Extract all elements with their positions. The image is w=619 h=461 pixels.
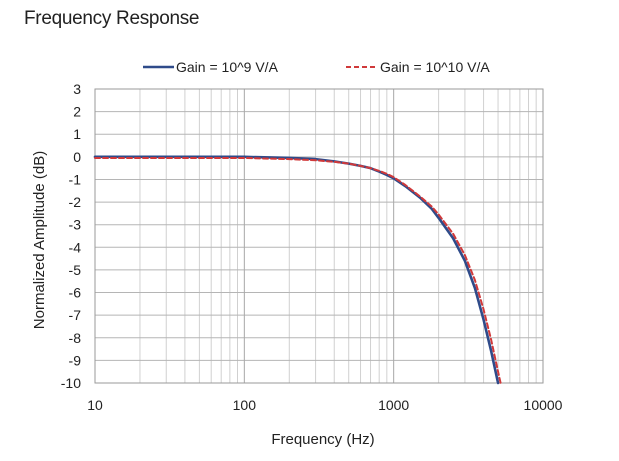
y-tick-label: 0 bbox=[73, 149, 81, 165]
x-tick-label: 100 bbox=[233, 397, 257, 413]
y-tick-label: 3 bbox=[73, 81, 81, 97]
major-grid bbox=[94, 88, 544, 384]
legend-label-2: Gain = 10^10 V/A bbox=[380, 59, 490, 75]
y-tick-label: 2 bbox=[73, 104, 81, 120]
y-tick-label: -8 bbox=[69, 330, 82, 346]
series-line-1 bbox=[93, 155, 500, 385]
page-title: Frequency Response bbox=[24, 8, 200, 29]
y-tick-label: -7 bbox=[69, 307, 82, 323]
legend-label-1: Gain = 10^9 V/A bbox=[176, 59, 279, 75]
x-tick-labels: 10 100 1000 10000 bbox=[87, 397, 562, 413]
x-tick-label: 10000 bbox=[524, 397, 563, 413]
series-line-2 bbox=[94, 156, 502, 384]
y-tick-label: -9 bbox=[69, 352, 82, 368]
x-tick-label: 10 bbox=[87, 397, 103, 413]
x-tick-label: 1000 bbox=[378, 397, 409, 413]
y-tick-label: -5 bbox=[69, 262, 82, 278]
y-tick-label: -2 bbox=[69, 194, 82, 210]
y-tick-label: -1 bbox=[69, 171, 82, 187]
minor-grid bbox=[139, 89, 537, 383]
x-axis-title: Frequency (Hz) bbox=[271, 431, 374, 448]
y-tick-label: -10 bbox=[61, 375, 81, 391]
legend: Gain = 10^9 V/A Gain = 10^10 V/A bbox=[143, 59, 490, 75]
y-tick-labels: 3 2 1 0 -1 -2 -3 -4 -5 -6 -7 -8 -9 -10 bbox=[61, 81, 81, 391]
y-tick-label: -6 bbox=[69, 285, 82, 301]
y-tick-label: -4 bbox=[69, 239, 82, 255]
y-tick-label: -3 bbox=[69, 217, 82, 233]
plot-frame bbox=[94, 88, 544, 384]
series-layer bbox=[93, 155, 502, 385]
y-axis-title: Normalized Amplitude (dB) bbox=[31, 151, 48, 329]
y-tick-label: 1 bbox=[73, 126, 81, 142]
